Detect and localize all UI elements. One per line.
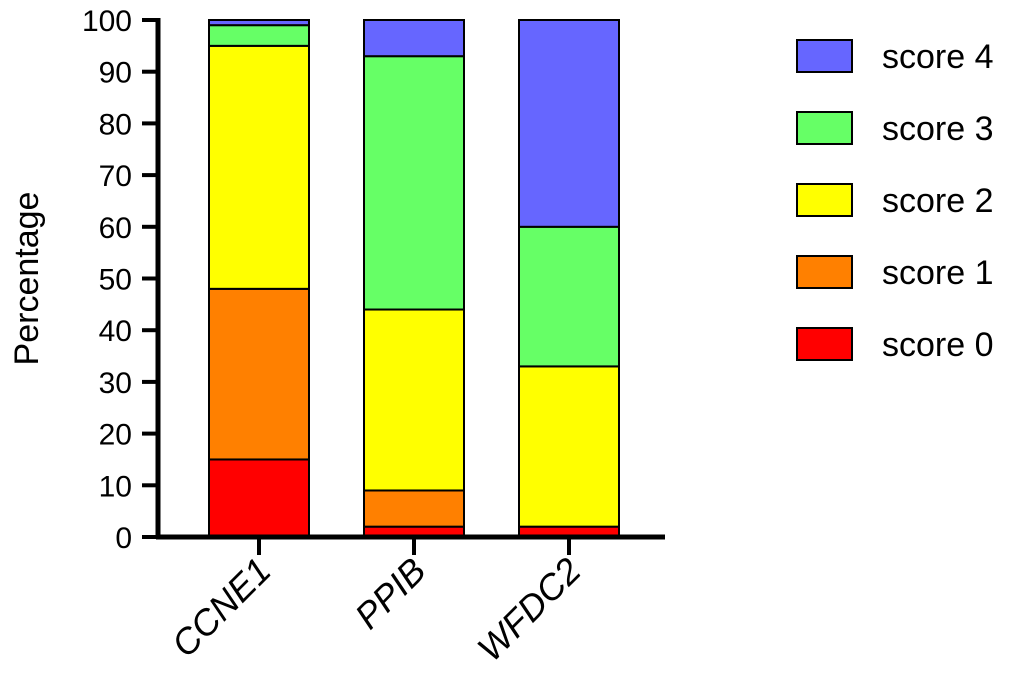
legend-label-score-1: score 1 <box>882 254 994 292</box>
y-tick-label-40: 40 <box>99 315 132 348</box>
y-axis-title: Percentage <box>8 192 46 366</box>
plot-area <box>208 19 620 539</box>
y-tick-label-0: 0 <box>115 522 132 555</box>
legend-label-score-4: score 4 <box>882 38 994 76</box>
y-tick-label-30: 30 <box>99 367 132 400</box>
y-tick-label-20: 20 <box>99 419 132 452</box>
y-tick-label-70: 70 <box>99 160 132 193</box>
y-tick-label-90: 90 <box>99 57 132 90</box>
y-tick-label-80: 80 <box>99 108 132 141</box>
x-tick-label-ccne1: CCNE1 <box>163 550 278 665</box>
legend-swatch-score-2 <box>796 183 853 217</box>
legend-swatch-score-4 <box>796 39 853 73</box>
bar-segment-ppib-score-4 <box>363 19 465 58</box>
bar-segment-wfdc2-score-2 <box>518 365 620 528</box>
x-tick-label-ppib: PPIB <box>347 550 434 637</box>
bar-segment-wfdc2-score-3 <box>518 225 620 368</box>
x-tick-label-wfdc2: WFDC2 <box>469 550 589 670</box>
y-tick-label-50: 50 <box>99 264 132 297</box>
bar-segment-ppib-score-2 <box>363 308 465 492</box>
legend-swatch-score-0 <box>796 327 853 361</box>
legend-swatch-score-1 <box>796 255 853 289</box>
legend-label-score-0: score 0 <box>882 326 994 364</box>
bar-segment-ccne1-score-0 <box>208 458 310 539</box>
legend-label-score-3: score 3 <box>882 110 994 148</box>
x-axis: CCNE1 PPIB WFDC2 <box>156 534 665 670</box>
bar-segment-ccne1-score-3 <box>208 24 310 47</box>
bar-segment-ppib-score-3 <box>363 55 465 311</box>
y-tick-label-60: 60 <box>99 212 132 245</box>
y-axis: 0 10 20 30 40 50 60 70 80 90 100 <box>82 5 161 555</box>
legend: score 4 score 3 score 2 score 1 score 0 <box>796 38 994 364</box>
bar-segment-ccne1-score-2 <box>208 44 310 290</box>
bar-segment-ppib-score-1 <box>363 489 465 528</box>
legend-swatch-score-3 <box>796 111 853 145</box>
y-tick-label-10: 10 <box>99 470 132 503</box>
bar-segment-ccne1-score-4 <box>208 19 310 27</box>
bar-segment-ccne1-score-1 <box>208 287 310 461</box>
bar-segment-wfdc2-score-4 <box>518 19 620 228</box>
y-tick-label-100: 100 <box>82 5 132 38</box>
legend-label-score-2: score 2 <box>882 182 994 220</box>
